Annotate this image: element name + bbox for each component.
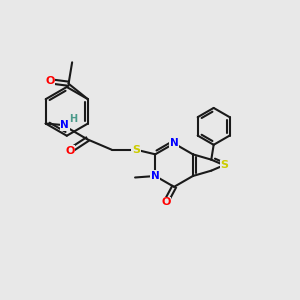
Text: N: N (151, 171, 160, 181)
Text: H: H (70, 114, 78, 124)
Text: S: S (132, 145, 140, 155)
Text: O: O (65, 146, 75, 156)
Text: O: O (46, 76, 55, 86)
Text: S: S (220, 160, 228, 170)
Text: N: N (60, 120, 69, 130)
Text: O: O (161, 197, 170, 207)
Text: N: N (170, 139, 178, 148)
